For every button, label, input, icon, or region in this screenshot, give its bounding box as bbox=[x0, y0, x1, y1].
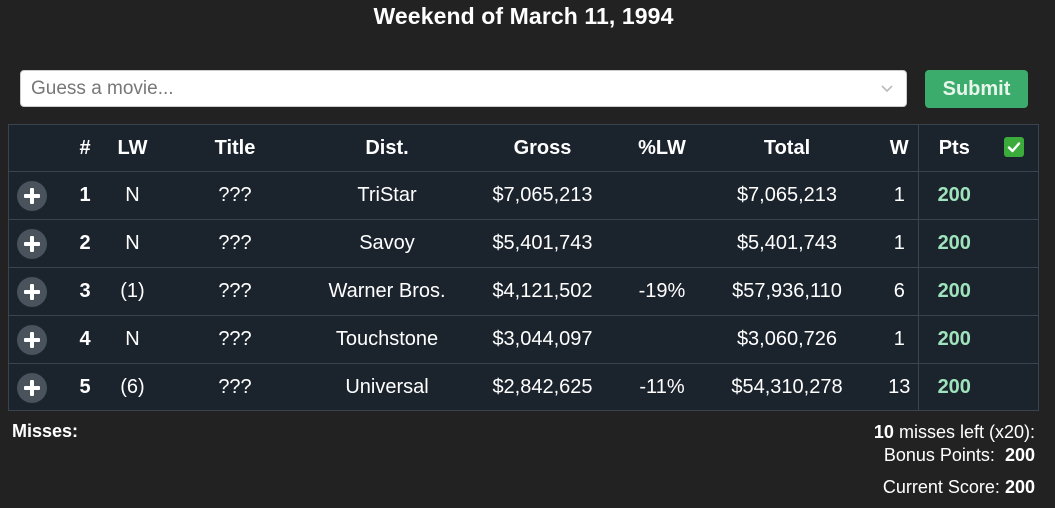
total-cell: $3,060,726 bbox=[693, 315, 881, 364]
distributor-cell: Touchstone bbox=[320, 315, 454, 364]
add-cell bbox=[9, 171, 55, 220]
table-row: 2 N ??? Savoy $5,401,743 $5,401,743 1 20… bbox=[9, 219, 1038, 268]
percent-last-week-cell: -19% bbox=[631, 267, 693, 316]
status-cell bbox=[990, 315, 1038, 364]
add-guess-plus-icon[interactable] bbox=[17, 228, 47, 259]
gross-cell: $2,842,625 bbox=[492, 376, 593, 398]
misses-left-line: 10 misses left (x20): bbox=[874, 421, 1035, 444]
distributor-cell: Savoy bbox=[320, 219, 454, 268]
weeks-cell: 1 bbox=[881, 219, 918, 268]
add-guess-plus-icon[interactable] bbox=[17, 324, 47, 355]
score-summary: 10 misses left (x20): Bonus Points: 200 … bbox=[874, 421, 1035, 499]
rank-cell: 4 bbox=[55, 315, 115, 364]
status-cell bbox=[990, 364, 1038, 412]
weeks-cell: 6 bbox=[881, 267, 918, 316]
table-row: 3 (1) ??? Warner Bros. $4,121,502 -19% $… bbox=[9, 267, 1038, 316]
add-guess-plus-icon[interactable] bbox=[17, 276, 47, 307]
header-points: Pts bbox=[917, 125, 990, 172]
points-cell: 200 bbox=[917, 267, 990, 316]
percent-last-week-cell: -11% bbox=[639, 376, 685, 398]
last-week-cell: N bbox=[115, 315, 150, 364]
header-add bbox=[9, 125, 55, 172]
distributor-cell: Warner Bros. bbox=[320, 267, 454, 316]
add-cell bbox=[9, 315, 55, 364]
add-cell bbox=[9, 219, 55, 268]
movie-search-input[interactable] bbox=[31, 77, 851, 101]
total-cell: $54,310,278 bbox=[731, 376, 843, 398]
misses-left-count: 10 bbox=[873, 422, 894, 442]
percent-last-week-cell bbox=[631, 219, 693, 268]
distributor-cell: Universal bbox=[345, 376, 429, 398]
title-cell: ??? bbox=[150, 315, 320, 364]
status-cell bbox=[990, 267, 1038, 316]
header-last-week: LW bbox=[115, 125, 150, 172]
gross-cell: $3,044,097 bbox=[454, 315, 631, 364]
percent-last-week-cell bbox=[631, 171, 693, 220]
page-title: Weekend of March 11, 1994 bbox=[373, 3, 674, 29]
points-cell: 200 bbox=[917, 219, 990, 268]
header-weeks: W bbox=[881, 125, 918, 172]
gross-cell: $4,121,502 bbox=[454, 267, 631, 316]
bonus-points-label: Bonus Points: bbox=[883, 445, 995, 465]
status-cell bbox=[990, 171, 1038, 220]
header-percent-last-week: %LW bbox=[631, 125, 693, 172]
current-score-value: 200 bbox=[1004, 477, 1035, 497]
bonus-points-line: Bonus Points: 200 bbox=[874, 444, 1035, 467]
header-distributor: Dist. bbox=[320, 125, 454, 172]
table-row: 1 N ??? TriStar $7,065,213 $7,065,213 1 … bbox=[9, 171, 1038, 220]
total-cell: $7,065,213 bbox=[693, 171, 881, 220]
percent-last-week-cell bbox=[631, 315, 693, 364]
table-row: 4 N ??? Touchstone $3,044,097 $3,060,726… bbox=[9, 315, 1038, 364]
add-guess-plus-icon[interactable] bbox=[17, 372, 47, 403]
rank-cell: 2 bbox=[55, 219, 115, 268]
last-week-cell: N bbox=[115, 219, 150, 268]
title-cell: ??? bbox=[218, 376, 252, 398]
status-cell bbox=[990, 219, 1038, 268]
add-cell bbox=[9, 267, 55, 316]
current-score-line: Current Score: 200 bbox=[874, 476, 1035, 499]
submit-button[interactable]: Submit bbox=[925, 70, 1028, 108]
total-cell: $5,401,743 bbox=[693, 219, 881, 268]
distributor-cell: TriStar bbox=[320, 171, 454, 220]
misses-left-text: misses left (x20): bbox=[898, 422, 1035, 442]
chevron-down-icon[interactable] bbox=[880, 81, 894, 95]
bonus-points-value: 200 bbox=[1004, 445, 1035, 465]
weeks-cell: 13 bbox=[888, 376, 911, 398]
last-week-cell: (1) bbox=[115, 267, 150, 316]
weeks-cell: 1 bbox=[881, 315, 918, 364]
points-cell: 200 bbox=[917, 171, 990, 220]
header-title: Title bbox=[150, 125, 320, 172]
weeks-cell: 1 bbox=[881, 171, 918, 220]
check-mark-icon bbox=[1004, 137, 1024, 158]
last-week-cell: N bbox=[115, 171, 150, 220]
rank-cell: 3 bbox=[55, 267, 115, 316]
rank-cell: 5 bbox=[79, 376, 91, 398]
header-check bbox=[990, 125, 1038, 172]
misses-label: Misses: bbox=[12, 421, 79, 441]
title-cell: ??? bbox=[150, 219, 320, 268]
title-cell: ??? bbox=[150, 267, 320, 316]
current-score-label: Current Score: bbox=[882, 477, 1000, 497]
box-office-table: # LW Title Dist. Gross %LW Total W Pts 1… bbox=[8, 124, 1039, 411]
table-header-row: # LW Title Dist. Gross %LW Total W Pts bbox=[9, 125, 1038, 172]
header-rank: # bbox=[55, 125, 115, 172]
points-cell: 200 bbox=[917, 315, 990, 364]
add-cell bbox=[9, 364, 55, 412]
title-cell: ??? bbox=[150, 171, 320, 220]
points-cell: 200 bbox=[917, 363, 990, 411]
gross-cell: $7,065,213 bbox=[454, 171, 631, 220]
movie-search-box[interactable] bbox=[20, 70, 907, 107]
total-cell: $57,936,110 bbox=[693, 267, 881, 316]
rank-cell: 1 bbox=[55, 171, 115, 220]
table-row: 5 (6) ??? Universal $2,842,625 -11% $54,… bbox=[9, 363, 1038, 412]
add-guess-plus-icon[interactable] bbox=[17, 180, 47, 211]
last-week-cell: (6) bbox=[120, 376, 145, 398]
header-gross: Gross bbox=[454, 125, 631, 172]
header-total: Total bbox=[693, 125, 881, 172]
gross-cell: $5,401,743 bbox=[454, 219, 631, 268]
